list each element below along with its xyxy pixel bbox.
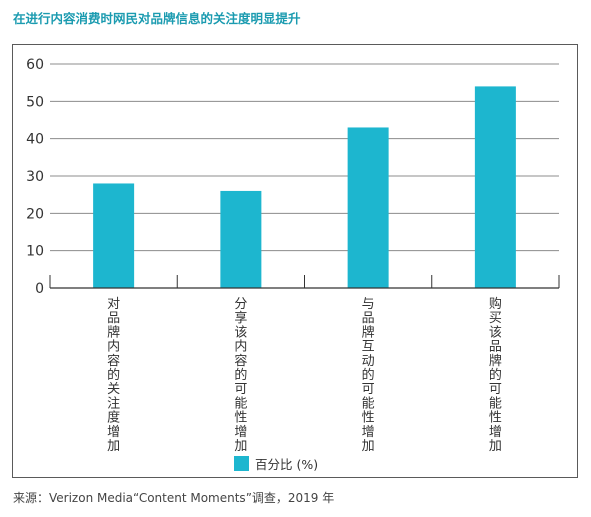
- bar: [93, 183, 135, 288]
- bars: [93, 86, 516, 289]
- y-tick-label: 10: [26, 244, 44, 260]
- category-labels: 对品牌内容的关注度增加 分享该内容的可能性增加 与品牌互动的可能性增加 购买该品牌的可…: [107, 296, 502, 454]
- category-label: 购买该品牌的可能性增加: [489, 296, 502, 454]
- chart-title: 在进行内容消费时网民对品牌信息的关注度明显提升: [13, 11, 301, 26]
- y-tick-label: 60: [26, 57, 44, 73]
- y-tick-label: 30: [26, 169, 44, 185]
- legend-swatch: [234, 455, 249, 471]
- y-tick-label: 20: [26, 206, 44, 222]
- y-tick-label: 40: [26, 132, 44, 148]
- category-label: 对品牌内容的关注度增加: [107, 297, 120, 454]
- x-axis: [49, 275, 560, 289]
- legend-label: 百分比 (%): [255, 456, 319, 472]
- bar: [474, 86, 516, 289]
- y-tick-label: 0: [35, 281, 44, 297]
- y-tick-label: 50: [26, 94, 44, 110]
- category-label: 与品牌互动的可能性增加: [362, 297, 375, 454]
- y-tick-labels: 0 10 20 30 40 50 60: [26, 57, 44, 297]
- bar: [220, 190, 262, 288]
- legend: 百分比 (%): [234, 455, 319, 472]
- bar: [347, 127, 389, 288]
- gridlines: [50, 63, 559, 252]
- source-note: 来源：Verizon Media“Content Moments”调查，2019…: [13, 491, 335, 505]
- category-label: 分享该内容的可能性增加: [234, 297, 247, 454]
